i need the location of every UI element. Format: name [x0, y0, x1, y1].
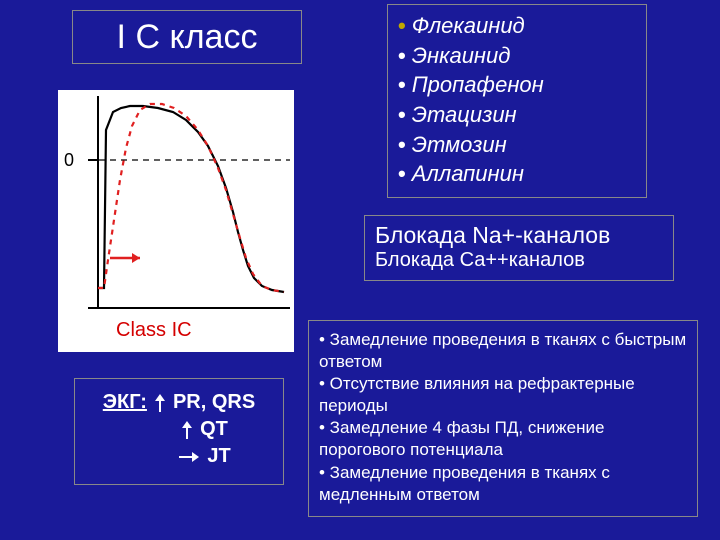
- drug-list-item: •Флекаинид: [398, 11, 636, 41]
- bullet-icon: •: [398, 41, 406, 71]
- ecg-row: ЭКГ: PR, QRS: [83, 391, 275, 414]
- ap-chart-svg: [58, 90, 294, 352]
- drug-name: Аллапинин: [412, 159, 524, 189]
- chart-class-label: Class IC: [116, 319, 192, 342]
- bullet-icon: •: [398, 70, 406, 100]
- mechanism-line-1: Блокада Na+-каналов: [375, 222, 663, 249]
- effect-item: • Замедление проведения в тканях с быстр…: [319, 329, 687, 373]
- slide-title: I C класс: [72, 10, 302, 64]
- drug-list-item: •Этмозин: [398, 130, 636, 160]
- arrow-up-icon: [155, 394, 165, 412]
- ecg-metric: PR, QRS: [173, 391, 255, 414]
- arrow-right-icon: [179, 452, 199, 462]
- drug-list-item: •Энкаинид: [398, 41, 636, 71]
- effect-item: • Отсутствие влияния на рефрактерные пер…: [319, 373, 687, 417]
- drug-list-item: •Аллапинин: [398, 159, 636, 189]
- ecg-box: ЭКГ: PR, QRS QT JT: [74, 378, 284, 485]
- bullet-icon: •: [398, 100, 406, 130]
- ecg-label: ЭКГ:: [103, 391, 147, 414]
- chart-zero-label: 0: [64, 150, 74, 171]
- effects-box: • Замедление проведения в тканях с быстр…: [308, 320, 698, 517]
- drug-list-item: •Пропафенон: [398, 70, 636, 100]
- arrow-up-icon: [182, 421, 192, 439]
- mechanism-box: Блокада Na+-каналов Блокада Са++каналов: [364, 215, 674, 281]
- drug-name: Флекаинид: [412, 11, 525, 41]
- mechanism-line-2: Блокада Са++каналов: [375, 249, 663, 272]
- effect-item: • Замедление 4 фазы ПД, снижение порогов…: [319, 417, 687, 461]
- drug-name: Этацизин: [412, 100, 517, 130]
- drug-name: Энкаинид: [412, 41, 511, 71]
- effect-item: • Замедление проведения в тканях с медле…: [319, 462, 687, 506]
- bullet-icon: •: [398, 11, 406, 41]
- ecg-metric: JT: [207, 445, 230, 468]
- bullet-icon: •: [398, 130, 406, 160]
- drug-name: Пропафенон: [412, 70, 544, 100]
- bullet-icon: •: [398, 159, 406, 189]
- ap-chart: 0 Class IC: [58, 90, 294, 352]
- ecg-row: QT: [83, 418, 275, 441]
- ecg-row: JT: [83, 445, 275, 468]
- drug-name: Этмозин: [412, 130, 507, 160]
- ecg-metric: QT: [200, 418, 228, 441]
- drug-list-item: •Этацизин: [398, 100, 636, 130]
- drug-list: •Флекаинид•Энкаинид•Пропафенон•Этацизин•…: [387, 4, 647, 198]
